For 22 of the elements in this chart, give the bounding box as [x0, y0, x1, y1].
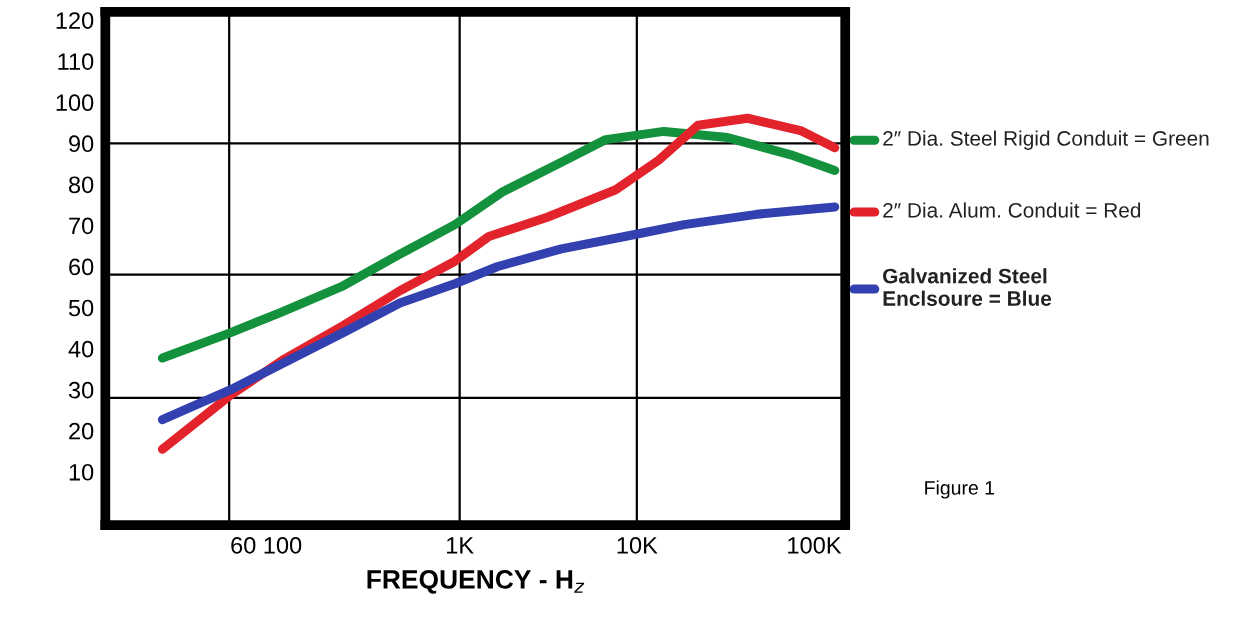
y-tick-label: 80	[68, 176, 94, 194]
x-tick-label: 60	[231, 536, 256, 554]
y-tick-label: 110	[58, 53, 94, 70]
y-tick-label: 120	[56, 12, 94, 29]
x-tick-label: 10K	[617, 536, 658, 554]
y-tick-label: 40	[68, 340, 94, 358]
x-tick-label: 100	[264, 536, 302, 554]
y-tick-label: 20	[69, 422, 94, 440]
y-tick-label: 30	[68, 381, 94, 399]
x-axis-title: FREQUENCY - H$_{z}$	[367, 570, 585, 594]
y-tick-label: 10	[69, 463, 94, 481]
y-tick-label: 70	[69, 217, 94, 235]
legend-label: Galvanized Steel Enclsoure = Blue	[883, 268, 1052, 306]
legend-label: 2″ Dia. Alum. Conduit = Red	[883, 202, 1141, 218]
y-tick-label: 50	[68, 299, 94, 317]
y-tick-label: 90	[69, 135, 94, 153]
y-tick-label: 100	[56, 94, 94, 112]
caption: Figure 1	[925, 480, 995, 499]
legend-label: 2″ Dia. Steel Rigid Conduit = Green	[883, 130, 1209, 150]
x-tick-label: 100K	[788, 536, 842, 554]
y-tick-label: 60	[69, 258, 94, 276]
x-tick-label: 1K	[447, 537, 474, 554]
